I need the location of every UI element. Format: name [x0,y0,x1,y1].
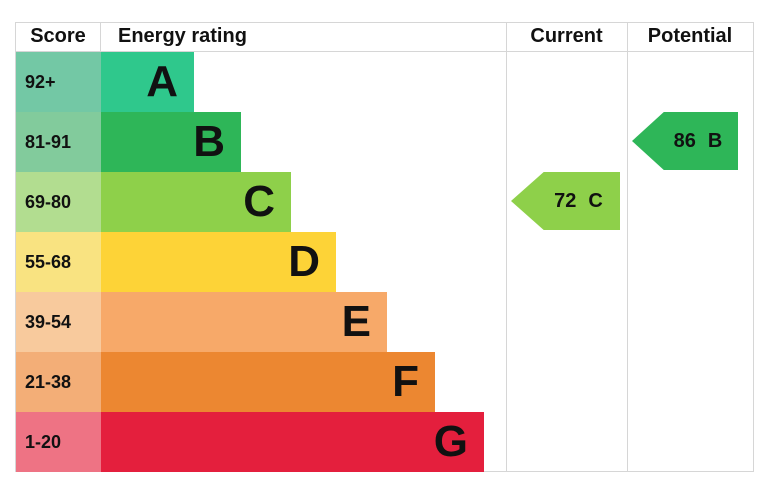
band-rows: 92+ A 81-91 B 69-80 C 55-68 D 39-54 E 21… [16,52,484,472]
band-score-range: 92+ [16,52,101,112]
epc-rating-chart: Score Energy rating Current Potential 92… [15,22,754,472]
current-column-header: Current [530,25,603,47]
band-row-b: 81-91 B [16,112,484,172]
potential-column-header: Potential [647,25,733,47]
band-score-range: 1-20 [16,412,101,472]
band-letter: F [392,356,419,406]
current-rating-band: C [588,189,603,212]
band-score-range: 81-91 [16,112,101,172]
potential-rating-value: 86 [673,129,696,152]
score-column-header: Score [16,23,101,51]
band-row-a: 92+ A [16,52,484,112]
band-letter: C [243,176,275,226]
current-rating-value: 72 [554,189,577,212]
band-bar: B [101,112,241,172]
band-bar: F [101,352,435,412]
band-bar: E [101,292,387,352]
band-row-e: 39-54 E [16,292,484,352]
band-bar: C [101,172,291,232]
band-row-g: 1-20 G [16,412,484,472]
chart-header-row: Score Energy rating Current Potential [16,23,753,52]
band-score-range: 55-68 [16,232,101,292]
band-letter: G [433,416,468,466]
energy-rating-column-header: Energy rating [118,25,247,47]
band-letter: A [146,56,178,106]
band-row-c: 69-80 C [16,172,484,232]
current-rating-arrow: 72 C [511,172,620,230]
band-letter: E [341,296,371,346]
potential-rating-band: B [707,129,723,152]
potential-rating-arrow: 86 B [632,112,738,170]
band-score-range: 39-54 [16,292,101,352]
band-bar: G [101,412,484,472]
band-letter: D [288,236,320,286]
potential-column-divider [627,23,628,471]
band-row-f: 21-38 F [16,352,484,412]
band-letter: B [193,116,225,166]
band-score-range: 69-80 [16,172,101,232]
band-score-range: 21-38 [16,352,101,412]
band-bar: D [101,232,336,292]
band-row-d: 55-68 D [16,232,484,292]
current-column-divider [506,23,507,471]
band-bar: A [101,52,194,112]
